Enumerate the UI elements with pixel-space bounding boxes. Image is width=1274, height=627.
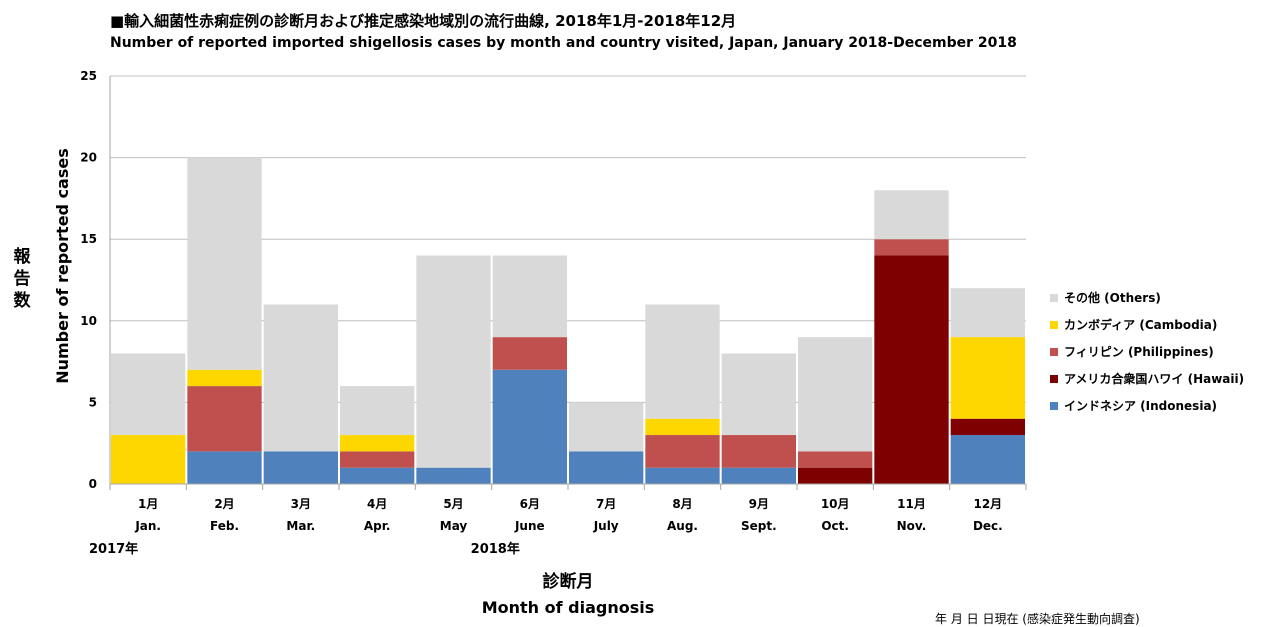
x-tick-label-en: Dec.: [973, 519, 1003, 533]
bar-segment: [569, 451, 644, 484]
bar-segment: [721, 435, 796, 468]
y-tick-label: 0: [89, 477, 97, 491]
x-tick-label-en: Nov.: [897, 519, 927, 533]
x-tick-label-ja: 12月: [973, 497, 1002, 511]
bar-segment: [492, 369, 567, 484]
bar-segment: [569, 402, 644, 452]
x-tick-label-ja: 11月: [897, 497, 926, 511]
y-tick-label: 25: [80, 69, 97, 83]
bar-segment: [721, 467, 796, 484]
x-tick-label-en: June: [514, 519, 545, 533]
x-tick-label-ja: 10月: [821, 497, 850, 511]
y-tick-label: 5: [89, 395, 97, 409]
chart-title-en: Number of reported imported shigellosis …: [110, 35, 1017, 51]
bar-segment: [492, 255, 567, 338]
x-tick-label-ja: 3月: [291, 497, 311, 511]
legend-item: その他 (Others): [1050, 284, 1244, 311]
legend-swatch: [1050, 347, 1058, 356]
bar-segment: [187, 157, 262, 370]
legend-item: カンボディア (Cambodia): [1050, 311, 1244, 338]
chart-title-ja: ■輸入細菌性赤痢症例の診断月および推定感染地域別の流行曲線, 2018年1月-2…: [110, 12, 737, 30]
y-axis-title-ja: 報告数: [14, 246, 32, 311]
y-tick-label: 15: [80, 232, 97, 246]
bar-segment: [874, 190, 949, 240]
bar-segment: [263, 451, 338, 484]
bar-segment: [874, 255, 949, 484]
x-tick-label-en: Jan.: [134, 519, 161, 533]
bar-segment: [874, 239, 949, 256]
footnote: 年 月 日 日現在 (感染症発生動向調査): [935, 612, 1140, 626]
x-tick-label-en: Oct.: [821, 519, 849, 533]
x-tick-label-en: Aug.: [667, 519, 698, 533]
legend-swatch: [1050, 401, 1058, 410]
x-axis-title-en: Month of diagnosis: [482, 598, 655, 617]
bar-segment: [187, 451, 262, 484]
chart-legend: その他 (Others) カンボディア (Cambodia) フィリピン (Phil…: [1050, 284, 1244, 419]
bar-segment: [950, 435, 1025, 484]
x-tick-label-ja: 4月: [367, 497, 387, 511]
x-tick-label-ja: 5月: [443, 497, 463, 511]
bar-segment: [416, 255, 491, 468]
bar-segment: [950, 418, 1025, 436]
x-tick-label-en: Apr.: [364, 519, 391, 533]
bar-segment: [340, 386, 415, 436]
legend-item: インドネシア (Indonesia): [1050, 392, 1244, 419]
x-tick-label-ja: 7月: [596, 497, 616, 511]
bar-segment: [721, 353, 796, 436]
x-tick-label-en: May: [440, 519, 468, 533]
bar-segment: [950, 337, 1025, 419]
bar-segment: [645, 467, 720, 484]
year-label: 2017年: [89, 541, 138, 557]
legend-swatch: [1050, 320, 1058, 329]
bar-segment: [798, 467, 873, 484]
bar-segment: [645, 435, 720, 468]
bar-segment: [492, 337, 567, 370]
bar-segment: [645, 418, 720, 436]
bar-segment: [187, 369, 262, 387]
bar-segment: [340, 467, 415, 484]
year-label: 2018年: [471, 541, 520, 557]
legend-item: アメリカ合衆国ハワイ (Hawaii): [1050, 365, 1244, 392]
x-tick-label-ja: 2月: [214, 497, 234, 511]
y-axis-title-en: Number of reported cases: [53, 148, 72, 384]
legend-label: フィリピン (Philippines): [1064, 345, 1214, 359]
bar-segment: [798, 451, 873, 468]
bar-segment: [950, 288, 1025, 338]
x-axis-title-ja: 診断月: [543, 571, 594, 592]
x-tick-label-ja: 9月: [749, 497, 769, 511]
x-tick-label-ja: 8月: [672, 497, 692, 511]
legend-item: フィリピン (Philippines): [1050, 338, 1244, 365]
y-tick-label: 10: [80, 314, 97, 328]
bar-segment: [340, 435, 415, 452]
bar-segment: [798, 337, 873, 452]
legend-label: インドネシア (Indonesia): [1064, 399, 1218, 413]
legend-label: カンボディア (Cambodia): [1064, 318, 1218, 332]
legend-label: その他 (Others): [1064, 291, 1161, 305]
x-tick-label-ja: 6月: [520, 497, 540, 511]
legend-swatch: [1050, 293, 1058, 302]
bar-segment: [340, 451, 415, 468]
legend-label: アメリカ合衆国ハワイ (Hawaii): [1064, 372, 1245, 386]
bar-segment: [263, 304, 338, 452]
bar-segment: [187, 386, 262, 452]
x-tick-label-en: Sept.: [741, 519, 777, 533]
bar-segment: [111, 353, 186, 436]
x-tick-label-ja: 1月: [138, 497, 158, 511]
x-tick-label-en: Mar.: [286, 519, 315, 533]
x-tick-label-en: Feb.: [210, 519, 239, 533]
legend-swatch: [1050, 374, 1058, 383]
y-tick-label: 20: [80, 151, 97, 165]
bar-segment: [416, 467, 491, 484]
bar-segment: [645, 304, 720, 419]
x-tick-label-en: July: [593, 519, 619, 533]
bar-segment: [111, 435, 186, 484]
